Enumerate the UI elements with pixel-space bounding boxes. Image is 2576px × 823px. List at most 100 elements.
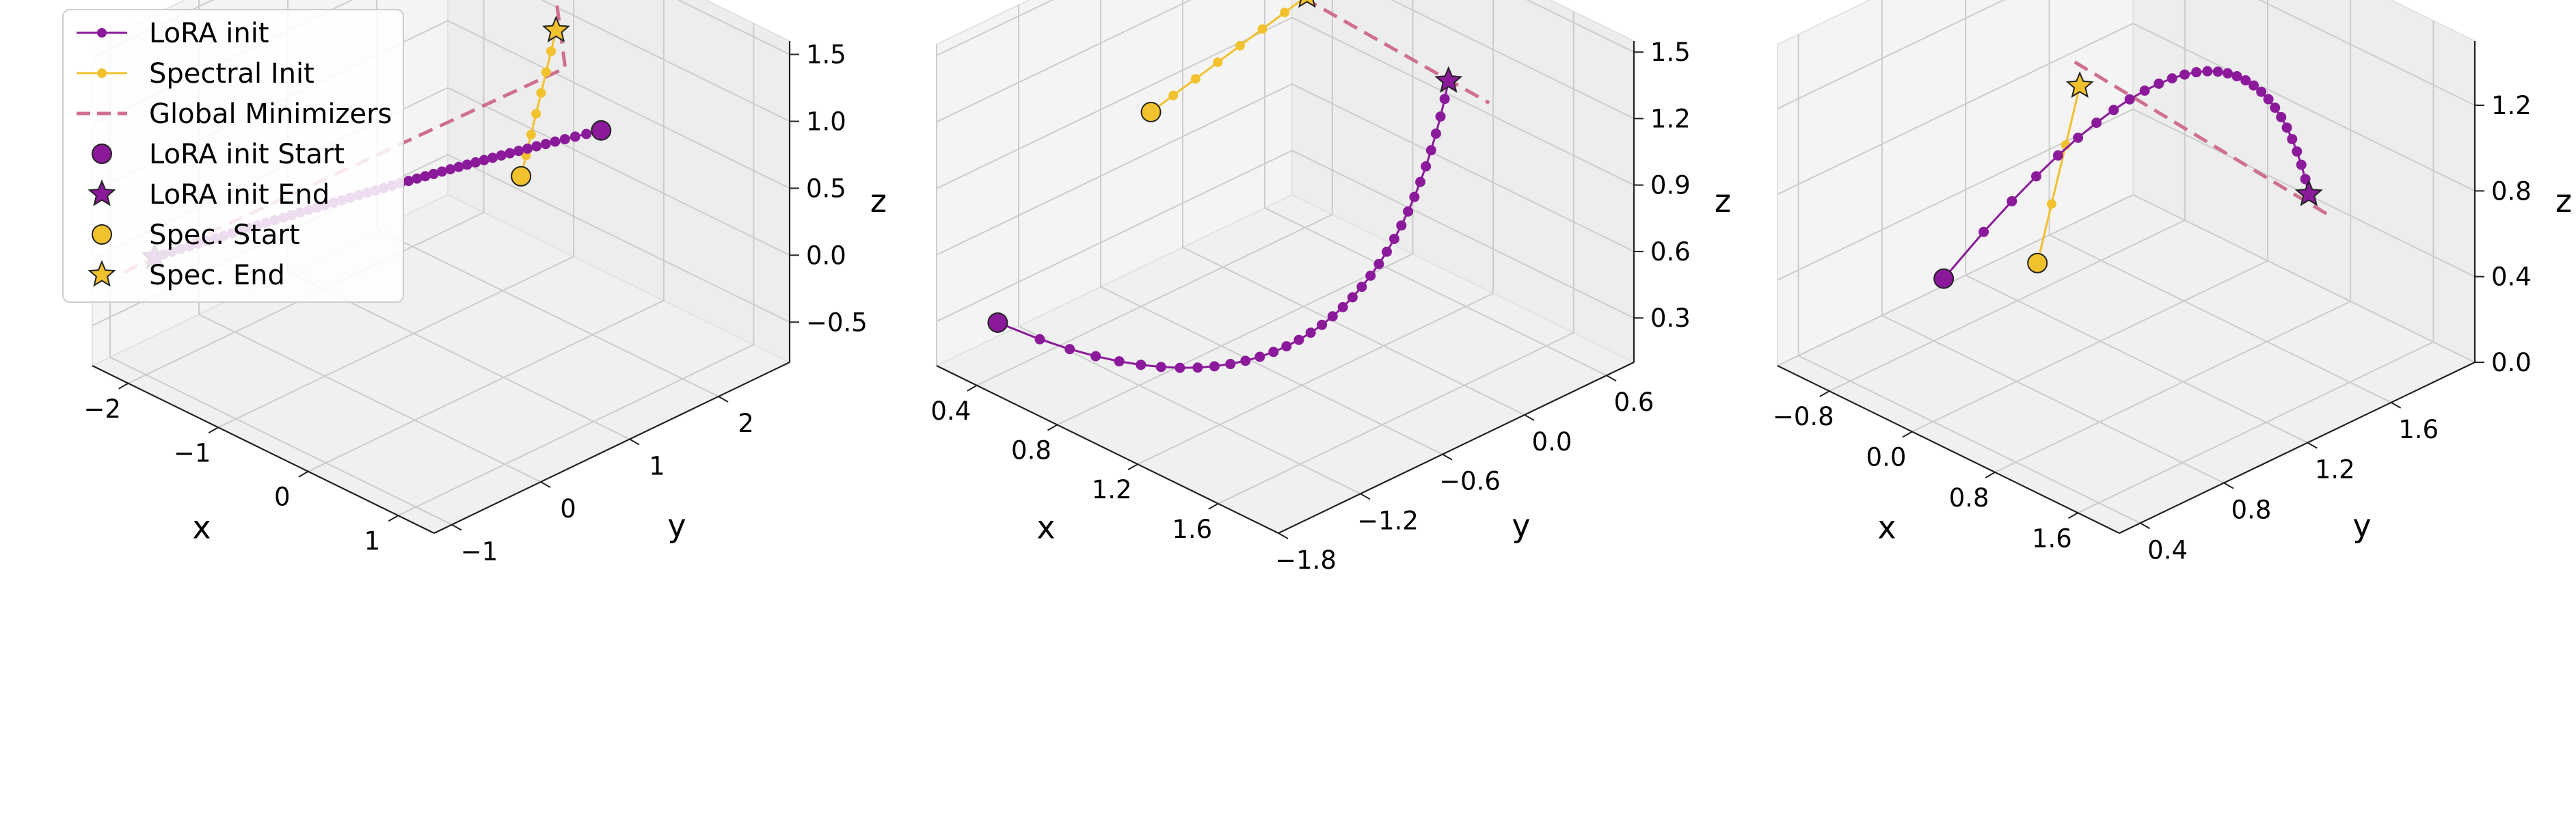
lora-init-point — [2240, 75, 2251, 85]
spectral-init-point — [526, 129, 536, 139]
lora-init-point — [1373, 258, 1384, 269]
lora-start-marker — [987, 312, 1008, 333]
lora-init-point — [1305, 327, 1316, 338]
legend-star-marker — [88, 179, 116, 206]
lora-init-point — [403, 176, 414, 187]
legend-label: LoRA init Start — [149, 139, 345, 170]
lora-end-marker — [2294, 179, 2323, 206]
lora-init-point — [1409, 191, 1420, 202]
y-tick-label: 2 — [738, 409, 754, 438]
lora-init-point — [1136, 360, 1146, 370]
x-tick — [1127, 463, 1138, 470]
lora-init-point — [1225, 359, 1236, 370]
grid-line-z — [92, 0, 790, 59]
spectral-init-point — [1213, 57, 1223, 68]
grid-line-z — [936, 0, 1635, 123]
legend-star-marker — [88, 260, 116, 287]
y-axis-line — [1278, 362, 1635, 534]
lora-init-point — [2222, 68, 2233, 79]
x-tick — [388, 515, 399, 522]
grid-line-x — [397, 23, 755, 517]
lora-init-point — [2270, 103, 2281, 113]
grid-line-z — [1777, 108, 2476, 281]
lora-init-point — [1347, 292, 1358, 303]
grid-line-y — [1018, 5, 1361, 495]
lora-init-point — [1421, 161, 1432, 172]
spectral-end-marker — [2065, 71, 2094, 98]
lora-init-point — [1439, 94, 1450, 105]
lora-init-point — [1382, 246, 1393, 257]
x-tick — [298, 470, 309, 478]
lora-init-point — [1255, 351, 1265, 362]
lora-init-point — [487, 152, 498, 163]
panel-2: 0.4 0.8 1.2 1.6 −1.8 −1.2 −0.6 0.0 0.6 0.3 0.6 0.9 1… — [930, 0, 1731, 575]
spectral-start-marker — [511, 165, 532, 187]
x-axis-line — [92, 365, 435, 534]
y-tick — [1442, 453, 1453, 461]
lora-init-point — [1415, 176, 1426, 187]
spectral-init-point — [1235, 40, 1245, 51]
lora-init-point — [1209, 361, 1220, 372]
y-tick-label: 1.6 — [2398, 415, 2439, 444]
lora-init-point — [1388, 233, 1399, 244]
lora-init-point — [540, 139, 551, 150]
grid-line-z — [936, 16, 1635, 189]
lora-init-point — [1365, 270, 1376, 281]
lora-init-point — [1327, 311, 1338, 322]
legend: LoRA init Spectral Init Global Minimizers L… — [62, 9, 404, 303]
x-tick-label: −1 — [174, 438, 211, 468]
lora-init-point — [2296, 159, 2307, 170]
lora-init-point — [2073, 133, 2084, 144]
lora-init-point — [2052, 150, 2063, 161]
y-tick-label: 1.2 — [2315, 455, 2355, 485]
legend-dot — [97, 28, 107, 38]
lora-init-point — [1317, 319, 1328, 330]
lora-init-point — [1293, 334, 1304, 345]
x-tick-label: 0.4 — [930, 396, 971, 426]
x-tick-label: 0.8 — [1949, 483, 1989, 513]
lora-start-marker — [1933, 268, 1955, 289]
grid-line-x — [217, 0, 575, 429]
lora-init-point — [445, 164, 456, 175]
z-tick-label: 0.6 — [1650, 237, 1691, 267]
z-axis-label: z — [2555, 183, 2572, 219]
lora-init-point — [1090, 351, 1101, 362]
lora-init-point — [550, 136, 561, 147]
lora-init-point — [2256, 86, 2267, 97]
lora-init-point — [1175, 362, 1185, 373]
y-tick-label: 0.4 — [2147, 535, 2188, 565]
lora-init-point — [1978, 226, 1989, 237]
y-tick-label: −1.8 — [1275, 545, 1337, 575]
lora-init-point — [1425, 145, 1436, 156]
legend-circle-marker — [92, 144, 112, 164]
lora-init-point — [1240, 355, 1251, 366]
lora-init-point — [2202, 66, 2213, 77]
x-tick-label: 0.8 — [1011, 435, 1051, 465]
grid-line-y — [1264, 0, 1607, 377]
legend-circle-marker — [92, 224, 112, 245]
x-tick-label: 0 — [274, 483, 291, 512]
lora-init-point — [1337, 301, 1348, 312]
spectral-init-line — [2036, 85, 2081, 264]
lora-init-point — [2091, 118, 2102, 129]
grid-line-z — [936, 150, 1635, 323]
lora-init-point — [2287, 133, 2298, 144]
x-tick — [1985, 472, 1996, 478]
legend-label: Spec. End — [149, 260, 285, 291]
lora-init-point — [470, 157, 481, 168]
y-tick — [718, 396, 729, 403]
legend-dot — [97, 68, 107, 78]
spectral-start-marker — [2027, 252, 2048, 273]
y-axis-label: y — [1512, 507, 1530, 544]
y-tick — [1606, 375, 1617, 382]
x-tick — [967, 384, 978, 392]
lora-init-point — [1064, 344, 1075, 355]
lora-init-point — [522, 143, 533, 154]
x-axis-line — [1777, 365, 2120, 534]
x-tick-label: 1.6 — [2032, 524, 2072, 553]
z-tick-label: 1.5 — [1650, 38, 1691, 67]
z-tick-label: 0.0 — [2491, 348, 2532, 377]
y-axis-label: y — [2352, 507, 2371, 544]
lora-init-point — [1430, 128, 1441, 139]
